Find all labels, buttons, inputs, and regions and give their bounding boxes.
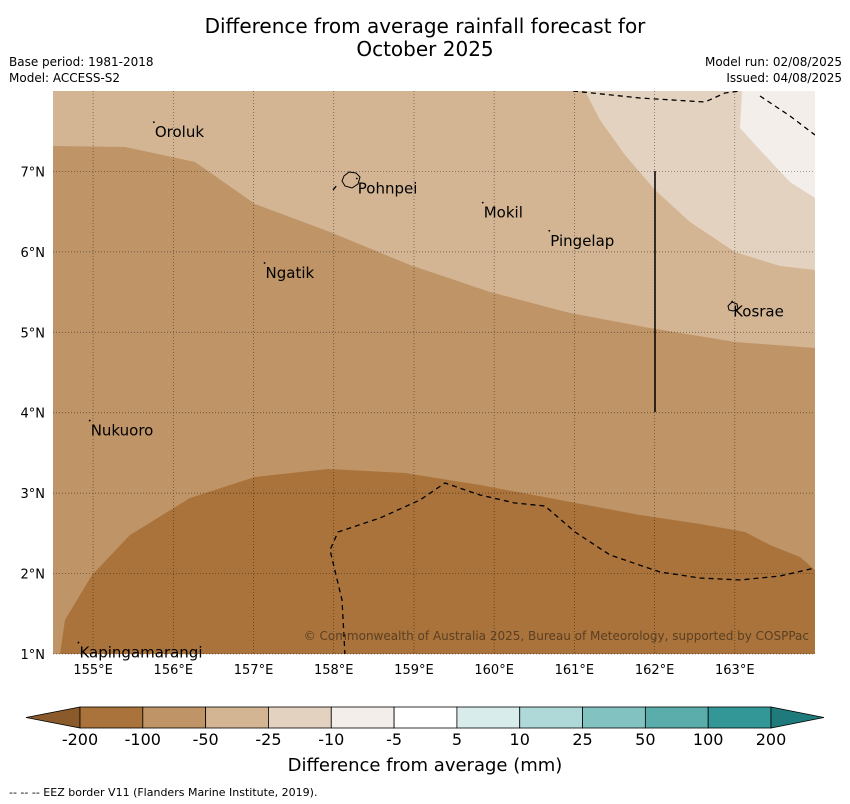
anomaly-fill-band [53,91,815,348]
issued-label: Issued: 04/08/2025 [726,71,842,85]
model-run-label: Model run: 02/08/2025 [704,55,842,69]
lat-tick-label: 1°N [21,648,46,663]
colorbar-swatch [330,706,395,729]
colorbar-high-extend [770,706,825,729]
lat-tick-label: 7°N [21,165,46,180]
lon-tick-label: 155°E [73,663,113,678]
lon-tick-label: 156°E [154,663,194,678]
colorbar-tick-label: 25 [572,730,592,749]
island-marker [77,641,80,644]
map-plot-area [53,91,815,654]
colorbar-swatch [707,706,772,729]
place-label-pingelap: Pingelap [550,232,614,250]
colorbar-swatch [456,706,521,729]
lon-tick-label: 159°E [394,663,434,678]
colorbar-tick-label: -5 [386,730,402,749]
colorbar-tick-label: -100 [125,730,161,749]
lat-tick-label: 5°N [21,326,46,341]
island-marker [263,262,266,264]
colorbar-tick-label: -25 [255,730,281,749]
model-label: Model: ACCESS-S2 [9,71,121,85]
lon-tick-label: 157°E [234,663,274,678]
island-marker [152,121,155,124]
colorbar-swatch [79,706,144,729]
place-label-kapingamarangi: Kapingamarangi [79,644,202,662]
map-title-line2: October 2025 [356,37,494,61]
colorbar-tick-label: 5 [452,730,462,749]
lon-tick-label: 161°E [555,663,595,678]
island-marker [731,300,734,303]
colorbar-tick-label: -10 [318,730,344,749]
anomaly-fill-band [60,469,815,654]
island-marker [355,177,358,180]
colorbar-swatch [142,706,207,729]
map-title-line1: Difference from average rainfall forecas… [204,14,646,38]
pohnpei-island-outline [341,171,361,189]
eez-source-footnote: -- -- -- EEZ border V11 (Flanders Marine… [9,786,318,799]
colorbar-swatch [393,706,458,729]
base-period-label: Base period: 1981-2018 [9,55,154,69]
colorbar-swatch [519,706,583,729]
anomaly-fill-band [740,91,815,198]
place-label-oroluk: Oroluk [155,123,204,141]
lat-tick-label: 4°N [21,407,46,422]
colorbar-tick-label: 200 [756,730,787,749]
place-labels: Oroluk Pohnpei Mokil Pingelap Ngatik Kosrae Nu… [77,121,784,662]
lat-tick-label: 6°N [21,246,46,261]
lat-tick-label: 3°N [21,487,46,502]
island-marker [88,419,91,422]
place-label-ngatik: Ngatik [266,264,315,282]
map-gridlines [53,91,815,655]
colorbar-tick-label: 100 [693,730,724,749]
colorbar: -200 -100 -50 -25 -10 -5 5 10 25 50 100 200 [25,706,825,749]
place-label-nukuoro: Nukuoro [91,422,154,440]
colorbar-swatch [644,706,709,729]
place-label-mokil: Mokil [484,204,523,222]
island-marker [481,201,484,204]
place-label-kosrae: Kosrae [733,303,784,321]
colorbar-title: Difference from average (mm) [287,755,563,776]
lon-tick-label: 158°E [314,663,354,678]
lat-tick-label: 2°N [21,568,46,583]
colorbar-swatch [582,706,646,729]
colorbar-tick-label: 50 [635,730,655,749]
colorbar-tick-label: -50 [193,730,219,749]
lon-tick-label: 163°E [715,663,755,678]
island-marker [548,229,551,232]
copyright-text: © Commonwealth of Australia 2025, Bureau… [304,629,809,643]
colorbar-swatch [268,706,332,729]
eez-border-lines [329,91,815,654]
axis-labels: 155°E 156°E 157°E 158°E 159°E 160°E 161°E 162°E… [21,165,755,678]
lon-tick-label: 160°E [474,663,514,678]
colorbar-tick-label: -200 [62,730,98,749]
lon-tick-label: 162°E [635,663,675,678]
colorbar-low-extend [25,706,81,729]
place-label-pohnpei: Pohnpei [358,179,418,197]
colorbar-swatch [205,706,269,729]
colorbar-tick-label: 10 [510,730,530,749]
